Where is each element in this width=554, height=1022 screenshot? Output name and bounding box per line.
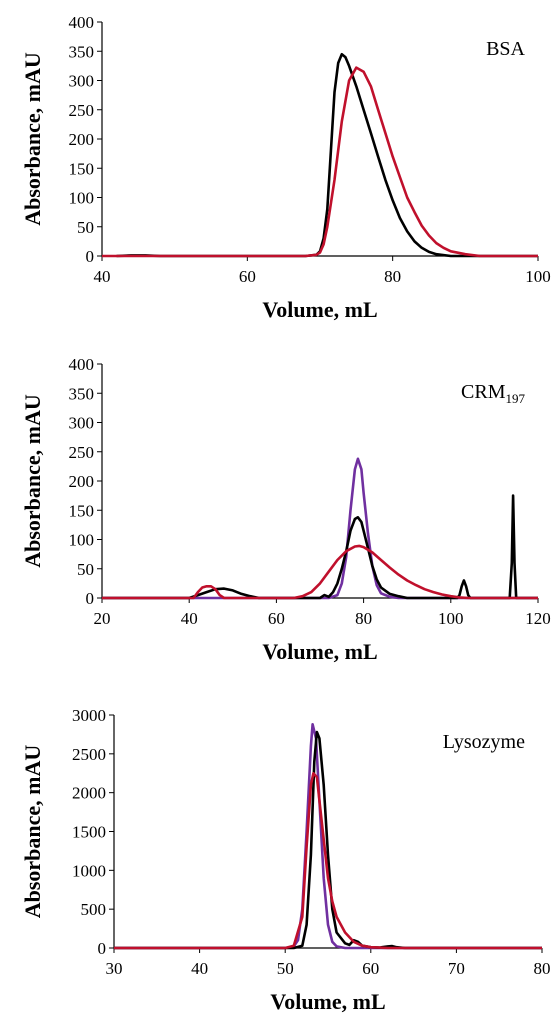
panel-annotation: BSA: [486, 38, 525, 60]
panel-annotation: Lysozyme: [443, 731, 525, 753]
series-line-1: [102, 66, 538, 258]
y-tick-label: 250: [69, 101, 95, 120]
y-tick-label: 1500: [72, 823, 106, 842]
x-tick-label: 60: [268, 609, 285, 628]
chart-panel: 0 50 100 150 200 250 300 350 400 40 60 80 100 Volume,…: [20, 13, 551, 322]
series-line-2: [102, 544, 538, 600]
y-tick-label: 400: [69, 13, 95, 32]
x-tick-label: 60: [362, 959, 379, 978]
y-tick-label: 150: [69, 501, 95, 520]
series-line-1: [102, 494, 538, 600]
y-tick-label: 50: [77, 560, 94, 579]
y-tick-label: 300: [69, 72, 95, 91]
y-tick-label: 100: [69, 531, 95, 550]
series-line-0: [102, 457, 538, 600]
y-tick-label: 350: [69, 384, 95, 403]
y-tick-label: 150: [69, 159, 95, 178]
panel-annotation: CRM197: [461, 381, 525, 406]
y-tick-label: 0: [86, 589, 95, 608]
y-tick-label: 50: [77, 218, 94, 237]
y-tick-label: 0: [98, 939, 107, 958]
x-axis-title: Volume, mL: [262, 639, 377, 664]
y-tick-label: 100: [69, 189, 95, 208]
x-tick-label: 40: [94, 267, 111, 286]
x-tick-label: 30: [106, 959, 123, 978]
x-tick-label: 40: [181, 609, 198, 628]
x-axis-title: Volume, mL: [262, 297, 377, 322]
y-tick-label: 0: [86, 247, 95, 266]
x-tick-label: 100: [525, 267, 551, 286]
y-tick-label: 400: [69, 355, 95, 374]
y-tick-label: 200: [69, 130, 95, 149]
y-tick-label: 2500: [72, 745, 106, 764]
series-line-2: [114, 772, 542, 950]
y-tick-label: 2000: [72, 784, 106, 803]
y-axis-title: Absorbance, mAU: [20, 745, 45, 919]
x-tick-label: 80: [355, 609, 372, 628]
x-tick-label: 100: [438, 609, 464, 628]
x-tick-label: 80: [384, 267, 401, 286]
y-axis-title: Absorbance, mAU: [20, 394, 45, 568]
chart-panel: 0 50 100 150 200 250 300 350 400 20 40 60 80 100 120 Vo…: [20, 355, 551, 664]
series-line-0: [114, 723, 542, 950]
y-tick-label: 300: [69, 414, 95, 433]
x-axis-title: Volume, mL: [270, 989, 385, 1014]
x-tick-label: 60: [239, 267, 256, 286]
y-tick-label: 500: [81, 900, 107, 919]
y-tick-label: 3000: [72, 706, 106, 725]
y-axis-title: Absorbance, mAU: [20, 52, 45, 226]
x-tick-label: 20: [94, 609, 111, 628]
x-tick-label: 80: [534, 959, 551, 978]
annotation-text: Lysozyme: [443, 731, 525, 753]
y-tick-label: 250: [69, 443, 95, 462]
annotation-text: BSA: [486, 38, 525, 60]
annotation-text: CRM: [461, 381, 506, 403]
x-tick-label: 50: [277, 959, 294, 978]
y-tick-label: 1000: [72, 861, 106, 880]
chart-panel: 0 500 1000 1500 2000 2500 3000 30 40 50 60 70 80 Volu…: [20, 706, 551, 1014]
y-tick-label: 350: [69, 42, 95, 61]
y-tick-label: 200: [69, 472, 95, 491]
series-line-1: [114, 730, 542, 950]
x-tick-label: 120: [525, 609, 551, 628]
x-tick-label: 70: [448, 959, 465, 978]
annotation-subscript: 197: [506, 391, 526, 406]
x-tick-label: 40: [191, 959, 208, 978]
